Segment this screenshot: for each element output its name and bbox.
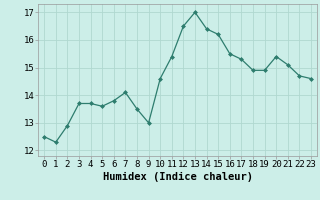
X-axis label: Humidex (Indice chaleur): Humidex (Indice chaleur) bbox=[103, 172, 252, 182]
